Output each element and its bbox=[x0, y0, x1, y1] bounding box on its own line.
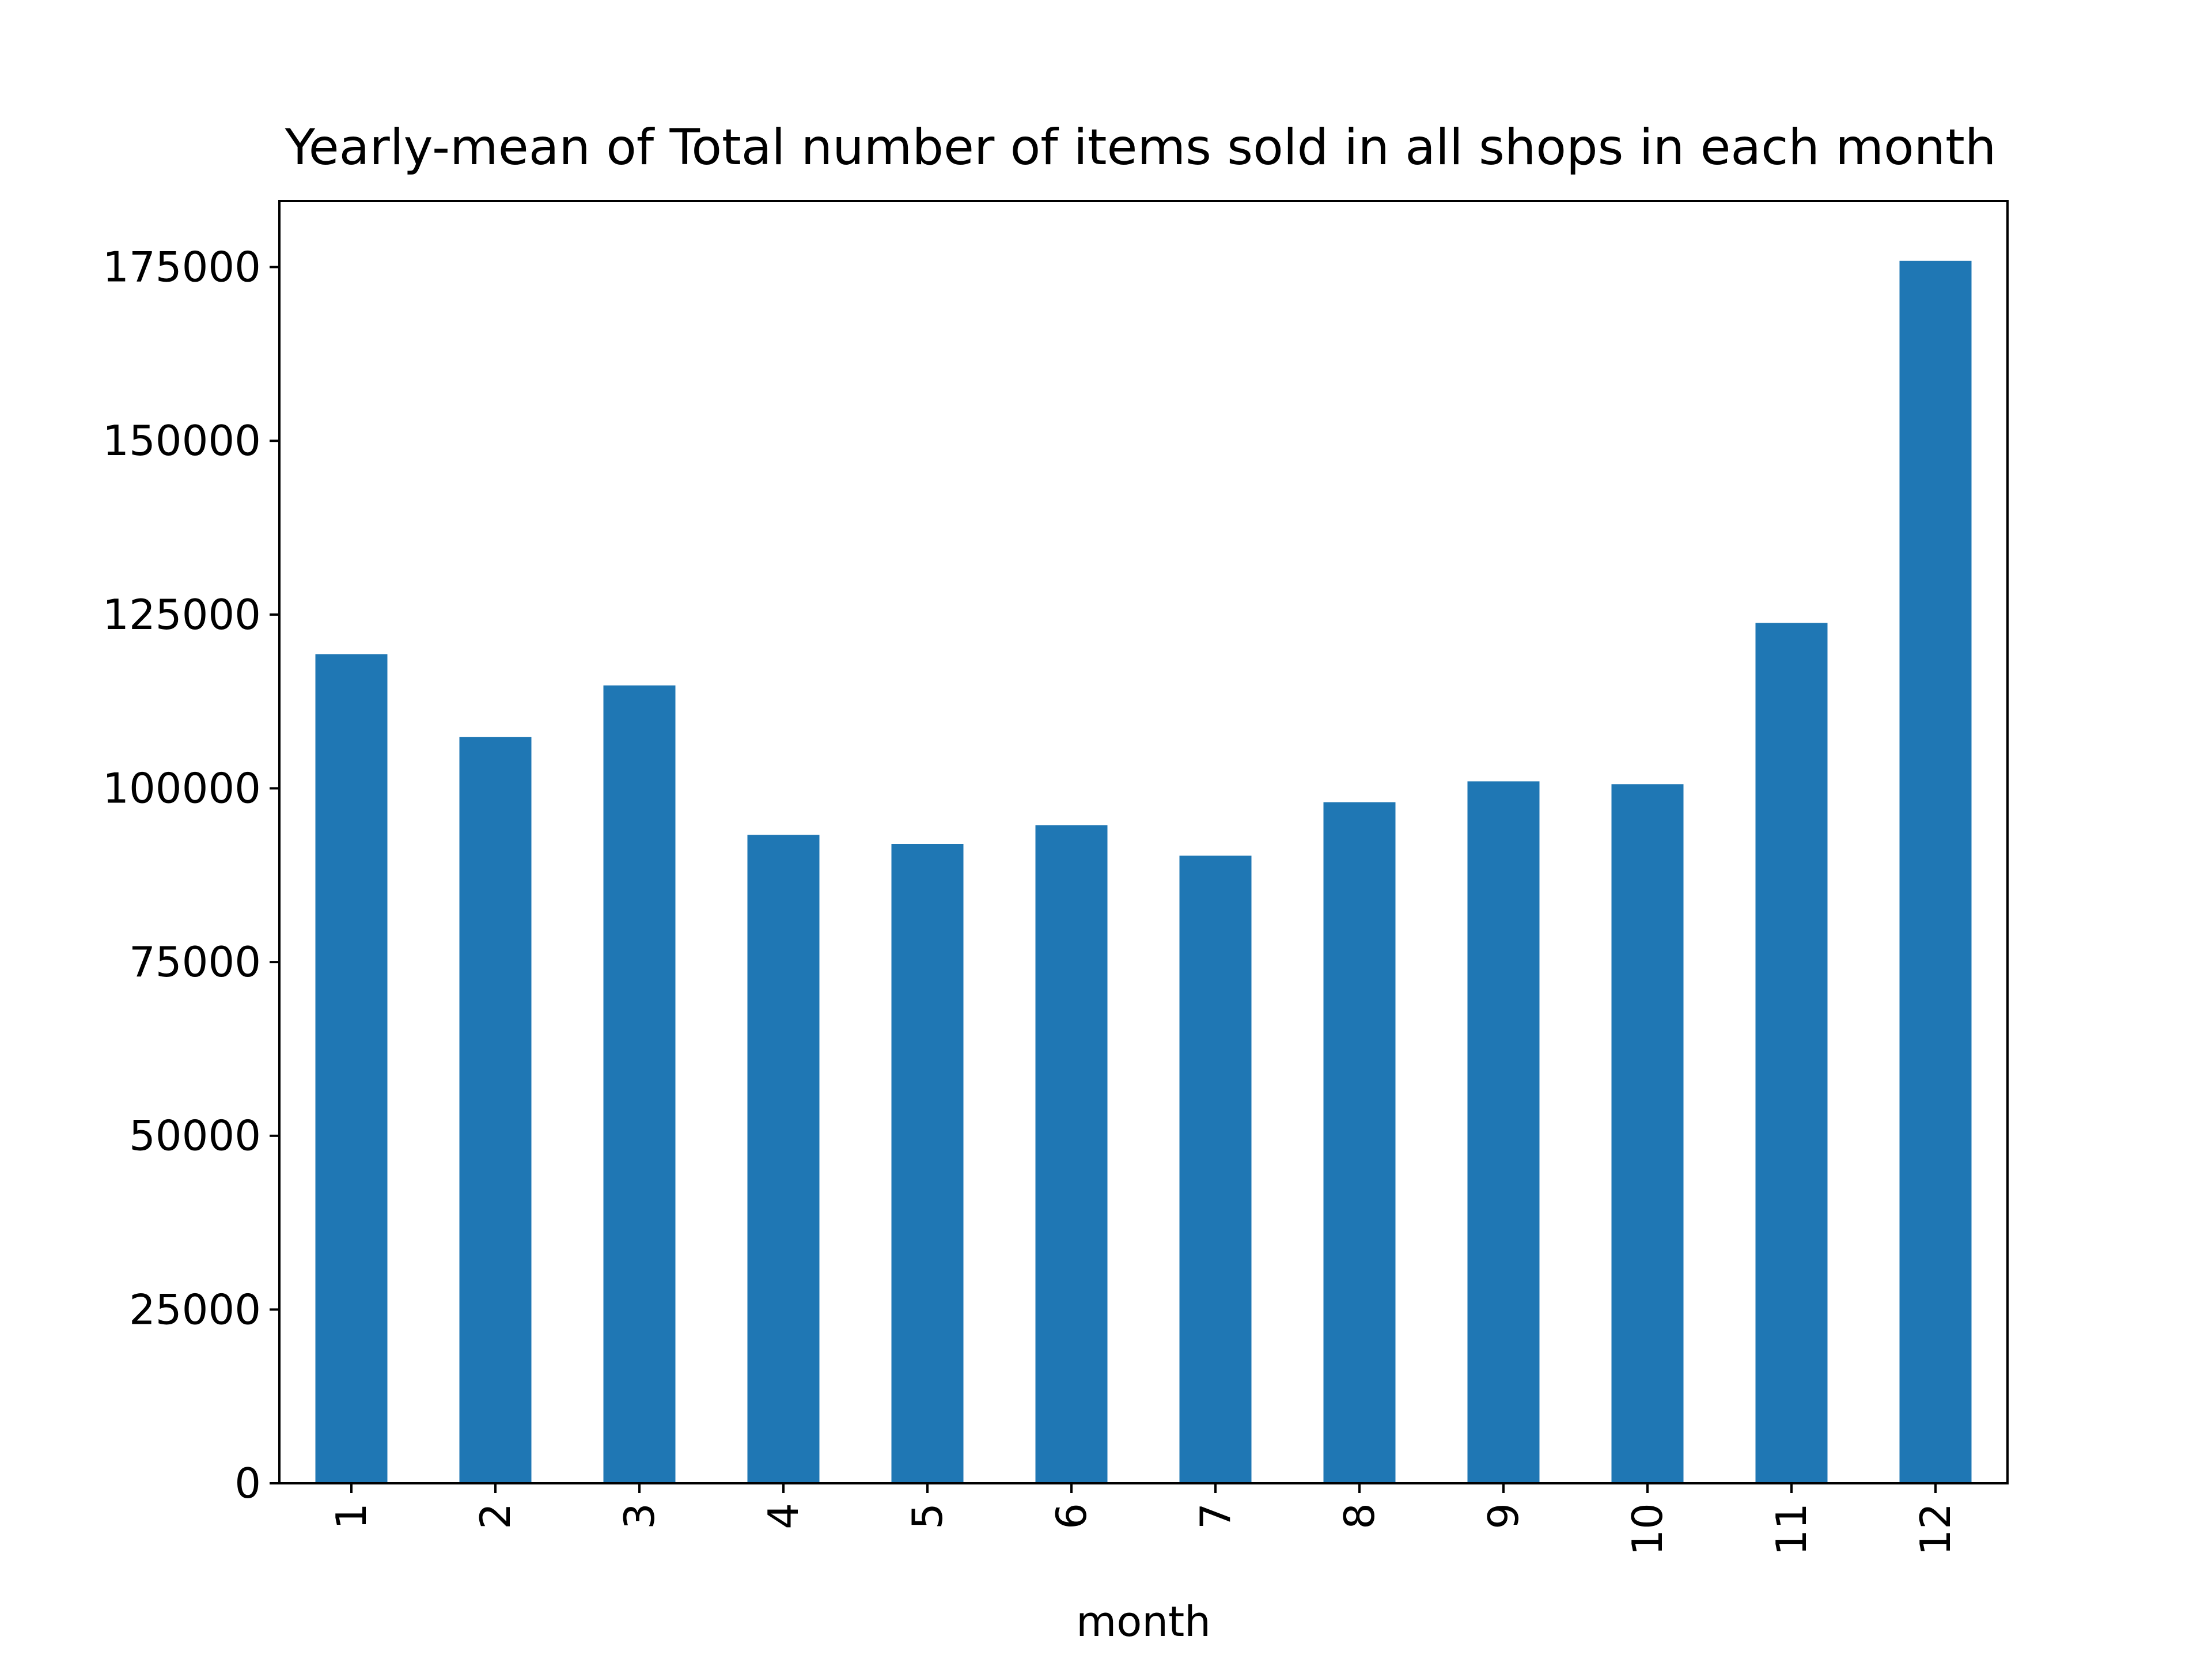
bar-month-5 bbox=[891, 844, 964, 1483]
y-tick-label: 125000 bbox=[103, 590, 261, 639]
x-tick-label: 12 bbox=[1911, 1503, 1960, 1556]
bars-group bbox=[315, 260, 1972, 1483]
bar-month-3 bbox=[603, 685, 676, 1483]
x-axis: 1 2 3 4 5 6 7 8 9 10 11 12 bbox=[327, 1483, 1960, 1556]
bar-month-7 bbox=[1179, 855, 1252, 1483]
y-tick-label: 100000 bbox=[103, 764, 261, 812]
x-tick-label: 2 bbox=[471, 1503, 520, 1529]
y-tick-label: 150000 bbox=[103, 416, 261, 465]
x-tick-label: 4 bbox=[759, 1503, 808, 1529]
bar-month-2 bbox=[459, 737, 532, 1483]
x-tick-label: 3 bbox=[615, 1503, 664, 1529]
x-tick-label: 5 bbox=[903, 1503, 952, 1529]
x-tick-label: 7 bbox=[1191, 1503, 1240, 1529]
y-tick-label: 175000 bbox=[103, 243, 261, 291]
bar-month-11 bbox=[1755, 623, 1828, 1483]
x-tick-label: 8 bbox=[1335, 1503, 1384, 1529]
bar-month-10 bbox=[1611, 784, 1684, 1483]
x-tick-label: 1 bbox=[327, 1503, 376, 1529]
bar-month-4 bbox=[747, 835, 820, 1483]
y-tick-label: 75000 bbox=[129, 938, 261, 986]
y-tick-label: 50000 bbox=[129, 1112, 261, 1160]
x-tick-label: 6 bbox=[1047, 1503, 1096, 1529]
bar-month-12 bbox=[1899, 260, 1972, 1483]
x-tick-label: 9 bbox=[1479, 1503, 1528, 1529]
bar-month-8 bbox=[1323, 802, 1396, 1483]
x-tick-label: 10 bbox=[1623, 1503, 1672, 1556]
x-tick-label: 11 bbox=[1767, 1503, 1816, 1556]
plot-frame bbox=[278, 200, 2009, 1484]
y-axis: 0 25000 50000 75000 100000 125000 150000 175000 bbox=[103, 243, 279, 1508]
x-axis-label: month bbox=[1076, 1597, 1211, 1646]
bar-month-1 bbox=[315, 654, 388, 1483]
bar-month-9 bbox=[1467, 781, 1540, 1483]
y-tick-label: 0 bbox=[234, 1459, 261, 1508]
y-tick-label: 25000 bbox=[129, 1285, 261, 1334]
bar-month-6 bbox=[1035, 825, 1108, 1483]
chart-title: Yearly-mean of Total number of items sol… bbox=[285, 119, 1997, 176]
